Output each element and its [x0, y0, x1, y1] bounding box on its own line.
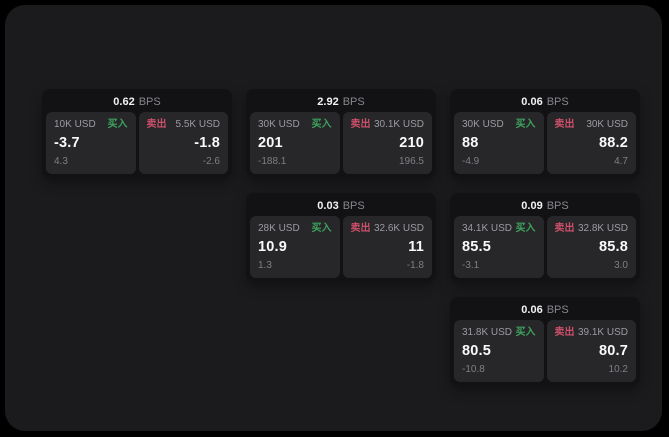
buy-panel[interactable]: 30K USD 买入 201 -188.1: [250, 112, 340, 174]
sell-sub-value: 4.7: [614, 156, 628, 167]
buy-label: 买入: [515, 327, 536, 338]
buy-sub-value: -4.9: [462, 156, 480, 167]
bps-value: 0.09: [521, 200, 543, 212]
quote-card-4: 0.03 BPS 28K USD 买入 10.9 1.3 卖出 32.6K US…: [246, 193, 436, 282]
quote-card-1: 0.62 BPS 10K USD 买入 -3.7 4.3 卖出 5.5K USD: [42, 89, 232, 178]
buy-sub-value: -3.1: [462, 260, 480, 271]
quote-card-3: 0.06 BPS 30K USD 买入 88 -4.9 卖出 30K USD: [450, 89, 640, 178]
sell-panel[interactable]: 卖出 32.8K USD 85.8 3.0: [546, 216, 636, 278]
sell-price: 85.8: [598, 239, 628, 255]
buy-amount: 30K USD: [258, 119, 300, 130]
sell-amount: 30K USD: [586, 119, 628, 130]
sell-price: 210: [399, 135, 424, 151]
bps-unit: BPS: [546, 304, 569, 316]
sell-panel[interactable]: 卖出 39.1K USD 80.7 10.2: [546, 320, 636, 382]
buy-price: 10.9: [258, 239, 288, 255]
buy-price: 88: [462, 135, 479, 151]
sell-label: 卖出: [350, 223, 371, 234]
buy-panel[interactable]: 34.1K USD 买入 85.5 -3.1: [454, 216, 544, 278]
sell-amount: 30.1K USD: [373, 119, 424, 130]
buy-sub-value: -188.1: [258, 156, 287, 167]
buy-amount: 31.8K USD: [462, 327, 513, 338]
bps-unit: BPS: [546, 96, 569, 108]
bps-header: 0.62 BPS: [46, 93, 228, 112]
sell-label: 卖出: [554, 223, 575, 234]
sell-label: 卖出: [554, 119, 575, 130]
buy-label: 买入: [311, 223, 332, 234]
buy-label: 买入: [311, 119, 332, 130]
buy-panel[interactable]: 30K USD 买入 88 -4.9: [454, 112, 544, 174]
buy-sub-value: 4.3: [54, 156, 68, 167]
buy-amount: 28K USD: [258, 223, 300, 234]
buy-price: 201: [258, 135, 283, 151]
buy-sub-value: -10.8: [462, 364, 485, 375]
bps-unit: BPS: [138, 96, 161, 108]
bps-header: 2.92 BPS: [250, 93, 432, 112]
buy-price: -3.7: [54, 135, 80, 151]
quote-card-2: 2.92 BPS 30K USD 买入 201 -188.1 卖出 30.1K …: [246, 89, 436, 178]
bps-unit: BPS: [342, 200, 365, 212]
buy-amount: 30K USD: [462, 119, 504, 130]
sell-sub-value: 3.0: [614, 260, 628, 271]
buy-panel[interactable]: 10K USD 买入 -3.7 4.3: [46, 112, 136, 174]
sell-panel[interactable]: 卖出 30K USD 88.2 4.7: [546, 112, 636, 174]
quote-card-6: 0.06 BPS 31.8K USD 买入 80.5 -10.8 卖出 39.1…: [450, 297, 640, 386]
buy-label: 买入: [515, 119, 536, 130]
buy-label: 买入: [107, 119, 128, 130]
buy-panel[interactable]: 28K USD 买入 10.9 1.3: [250, 216, 340, 278]
sell-amount: 32.6K USD: [373, 223, 424, 234]
sell-amount: 39.1K USD: [577, 327, 628, 338]
sell-label: 卖出: [350, 119, 371, 130]
sell-sub-value: 10.2: [608, 364, 628, 375]
buy-label: 买入: [515, 223, 536, 234]
quote-card-5: 0.09 BPS 34.1K USD 买入 85.5 -3.1 卖出 32.8K…: [450, 193, 640, 282]
bps-value: 0.06: [521, 96, 543, 108]
buy-amount: 10K USD: [54, 119, 96, 130]
sell-price: 80.7: [598, 343, 628, 359]
bps-value: 0.03: [317, 200, 339, 212]
buy-panel[interactable]: 31.8K USD 买入 80.5 -10.8: [454, 320, 544, 382]
sell-price: 11: [408, 239, 424, 255]
bps-value: 2.92: [317, 96, 339, 108]
sell-price: -1.8: [194, 135, 220, 151]
sell-sub-value: -2.6: [202, 156, 220, 167]
sell-panel[interactable]: 卖出 5.5K USD -1.8 -2.6: [138, 112, 228, 174]
bps-header: 0.06 BPS: [454, 93, 636, 112]
bps-header: 0.03 BPS: [250, 197, 432, 216]
buy-sub-value: 1.3: [258, 260, 272, 271]
sell-panel[interactable]: 卖出 30.1K USD 210 196.5: [342, 112, 432, 174]
sell-label: 卖出: [554, 327, 575, 338]
buy-price: 85.5: [462, 239, 492, 255]
buy-amount: 34.1K USD: [462, 223, 513, 234]
sell-panel[interactable]: 卖出 32.6K USD 11 -1.8: [342, 216, 432, 278]
bps-header: 0.09 BPS: [454, 197, 636, 216]
bps-unit: BPS: [342, 96, 365, 108]
sell-label: 卖出: [146, 119, 167, 130]
quote-grid: 0.62 BPS 10K USD 买入 -3.7 4.3 卖出 5.5K USD: [42, 89, 640, 386]
sell-sub-value: 196.5: [398, 156, 424, 167]
sell-sub-value: -1.8: [406, 260, 424, 271]
sell-price: 88.2: [598, 135, 628, 151]
bps-header: 0.06 BPS: [454, 301, 636, 320]
sell-amount: 32.8K USD: [577, 223, 628, 234]
bps-value: 0.62: [113, 96, 135, 108]
bps-unit: BPS: [546, 200, 569, 212]
buy-price: 80.5: [462, 343, 492, 359]
bps-value: 0.06: [521, 304, 543, 316]
app-window: 0.62 BPS 10K USD 买入 -3.7 4.3 卖出 5.5K USD: [5, 5, 662, 431]
sell-amount: 5.5K USD: [175, 119, 220, 130]
